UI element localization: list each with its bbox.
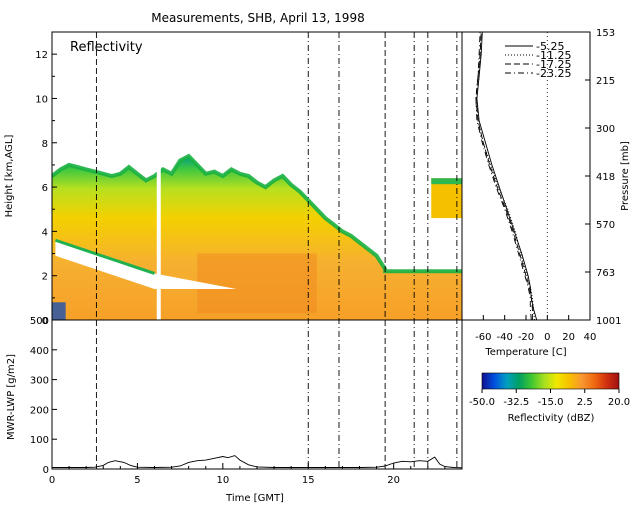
colorbar-ticks: -50.0 -32.5 -15.0 2.5 20.0 (469, 389, 630, 408)
pressure-tick-label: 570 (596, 220, 615, 231)
x-tick-label: -60 (475, 332, 491, 343)
y-tick-label: 12 (35, 50, 48, 61)
pressure-tick-label: 215 (596, 76, 615, 87)
temperature-profile-line (476, 32, 535, 320)
clear-air-slot (55, 240, 237, 289)
temperature-panel: -60 -40 -20 0 20 40 Temperature [C] 153 215 300… (461, 28, 631, 358)
x-tick-label: -20 (518, 332, 534, 343)
y-tick-label: 4 (42, 227, 48, 238)
clear-slot-edge (54, 238, 155, 275)
page-title: Measurements, SHB, April 13, 1998 (151, 11, 364, 25)
y-tick-label: 2 (42, 272, 48, 283)
reflectivity-annotation: Reflectivity (70, 40, 143, 55)
x-tick-label: -40 (496, 332, 512, 343)
data-gap (156, 32, 161, 320)
y-tick-label: 0 (43, 465, 49, 476)
temperature-x-axis-label: Temperature [C] (484, 347, 566, 358)
temperature-x-axis: -60 -40 -20 0 20 40 (475, 315, 596, 343)
colorbar: -50.0 -32.5 -15.0 2.5 20.0 Reflectivity (dBZ… (469, 372, 630, 424)
colorbar-tick-label: -50.0 (469, 397, 495, 408)
colorbar-tick-label: 20.0 (608, 397, 630, 408)
pressure-tick-label: 1001 (596, 316, 621, 327)
lwp-y-axis-label: MWR-LWP [g/m2] (6, 354, 17, 440)
y-tick-label: 8 (42, 139, 48, 150)
colorbar-label: Reflectivity (dBZ) (508, 413, 595, 424)
reflectivity-y-axis-label: Height [km,AGL] (4, 135, 15, 218)
colorbar-gradient (481, 372, 620, 390)
temperature-profile-line (476, 32, 538, 320)
x-tick-label: 15 (302, 475, 315, 486)
reflectivity-image (52, 32, 462, 320)
pressure-axis-label: Pressure [mb] (620, 141, 631, 211)
lwp-y-axis: 0 100 200 300 400 500 (30, 316, 57, 476)
pressure-tick-label: 153 (596, 28, 615, 39)
upper-echo-patch-edge (431, 178, 462, 185)
legend-label: -23.25 (536, 67, 571, 80)
echo-core (197, 253, 317, 314)
pressure-tick-label: 763 (596, 268, 615, 279)
colorbar-tick-label: 2.5 (577, 397, 593, 408)
temperature-series (475, 32, 538, 320)
x-tick-label: 10 (216, 475, 229, 486)
time-markers (95, 32, 458, 469)
lwp-panel: 0 100 200 300 400 500 0 5 10 15 20 MWR-LWP [g/m2]… (6, 316, 462, 504)
reflectivity-panel: Reflectivity 0 2 4 6 8 10 12 Height [km,AGL] (4, 32, 462, 327)
pressure-axis: 153 215 300 418 570 763 1001 (585, 28, 621, 327)
y-tick-label: 300 (30, 376, 49, 387)
temperature-profile-line (475, 32, 532, 320)
legend-label: -17.25 (536, 58, 571, 71)
x-tick-label: 20 (562, 332, 575, 343)
x-tick-label: 40 (584, 332, 597, 343)
y-tick-label: 6 (42, 183, 48, 194)
x-tick-label: 5 (134, 475, 140, 486)
y-tick-label: 100 (30, 435, 49, 446)
lwp-series-line (52, 455, 462, 469)
y-tick-label: 10 (35, 94, 48, 105)
reflectivity-y-axis: 0 2 4 6 8 10 12 (35, 50, 57, 327)
temperature-profile-line (475, 32, 533, 320)
surface-echo (52, 302, 66, 320)
pressure-tick-label: 300 (596, 124, 615, 135)
x-tick-label: 0 (49, 475, 55, 486)
colorbar-tick-label: -15.0 (538, 397, 564, 408)
cloud-top-fringe (52, 153, 462, 274)
lwp-frame (51, 319, 463, 470)
legend-label: -11.25 (536, 49, 571, 62)
legend-label: -5.25 (536, 40, 564, 53)
y-tick-label: 400 (30, 346, 49, 357)
temperature-legend: -5.25-11.25-17.25-23.25 (505, 40, 571, 80)
pressure-tick-label: 418 (596, 172, 615, 183)
y-tick-label: 500 (30, 316, 49, 327)
time-axis-label: Time [GMT] (225, 493, 284, 504)
x-tick-label: 20 (387, 475, 400, 486)
x-tick-label: 0 (544, 332, 550, 343)
colorbar-tick-label: -32.5 (503, 397, 529, 408)
y-tick-label: 200 (30, 405, 49, 416)
y-tick-label: 0 (42, 316, 48, 327)
